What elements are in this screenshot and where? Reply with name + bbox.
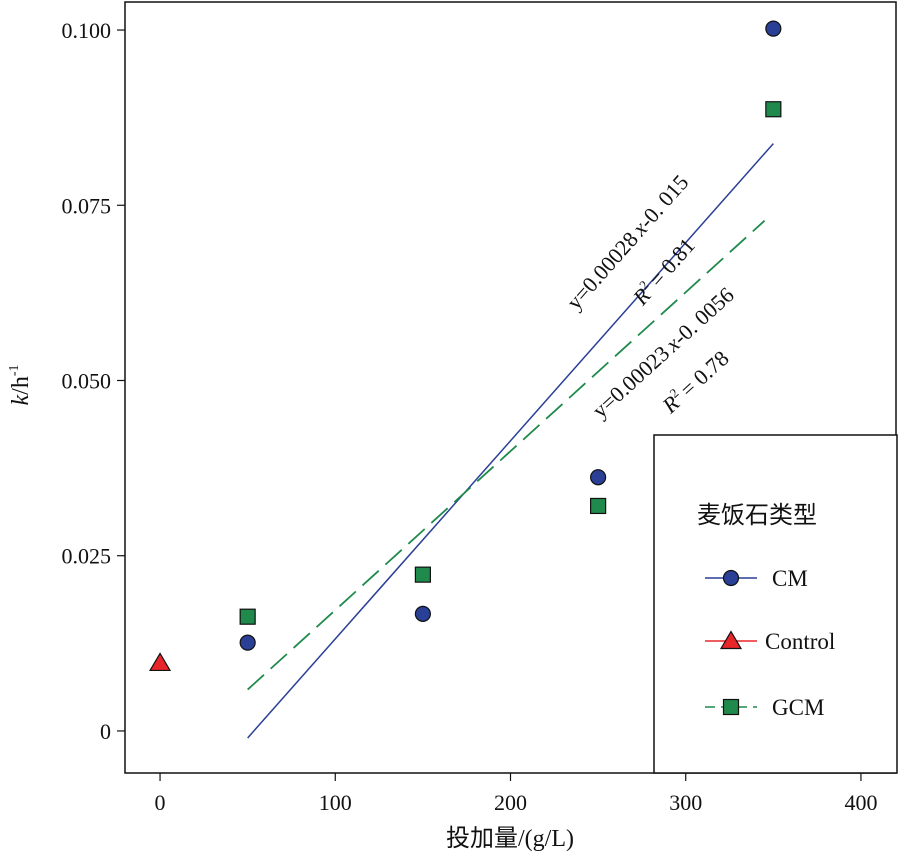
y-axis-label-k: k: [8, 395, 34, 406]
x-tick-label: 200: [494, 790, 527, 815]
legend-marker-cm: [722, 569, 740, 587]
y-axis-label-unit: /h: [8, 376, 34, 395]
data-point-cm: [590, 469, 607, 486]
legend-title: 麦饭石类型: [697, 502, 817, 529]
y-tick-label: 0.050: [62, 368, 112, 393]
legend-label: CM: [772, 566, 808, 591]
x-tick-label: 100: [319, 790, 352, 815]
data-point-gcm: [590, 497, 607, 515]
x-axis-label: 投加量/(g/L): [446, 825, 574, 852]
data-point-gcm: [239, 608, 256, 625]
fit-line-gcm: [247, 220, 766, 691]
y-axis-label: k/h-1: [7, 365, 34, 406]
data-points: [148, 20, 782, 672]
legend-item-cm: CM: [705, 566, 808, 591]
data-point-cm: [765, 20, 782, 37]
legend-marker-gcm: [722, 698, 740, 716]
axes: 0 100 200 300 400 0 0.025 0.050 0.075 0.100: [62, 18, 878, 815]
legend-label: GCM: [772, 695, 824, 720]
legend-entries: CM Control GCM: [705, 566, 835, 720]
x-tick-label: 0: [155, 790, 166, 815]
data-point-control: [148, 652, 172, 672]
x-tick-label: 300: [669, 790, 702, 815]
legend-box: [653, 434, 898, 774]
x-tick-label: 400: [844, 790, 877, 815]
y-tick-label: 0.100: [62, 18, 112, 43]
data-point-gcm: [414, 566, 431, 583]
y-tick-label: 0.025: [62, 544, 112, 569]
y-tick-label: 0.075: [62, 193, 112, 218]
legend-item-gcm: GCM: [705, 695, 824, 720]
data-point-gcm: [765, 101, 782, 118]
legend-item-control: Control: [705, 629, 835, 654]
data-point-cm: [414, 605, 431, 622]
fit-line-cm: [247, 143, 774, 739]
legend-label: Control: [765, 629, 835, 654]
legend-marker-control: [719, 630, 743, 650]
data-point-cm: [239, 634, 256, 651]
fit-lines: [247, 143, 774, 739]
y-axis-label-exponent: -1: [7, 365, 22, 377]
y-tick-label: 0: [100, 719, 111, 744]
legend: 麦饭石类型 CM Control GCM: [653, 434, 898, 774]
